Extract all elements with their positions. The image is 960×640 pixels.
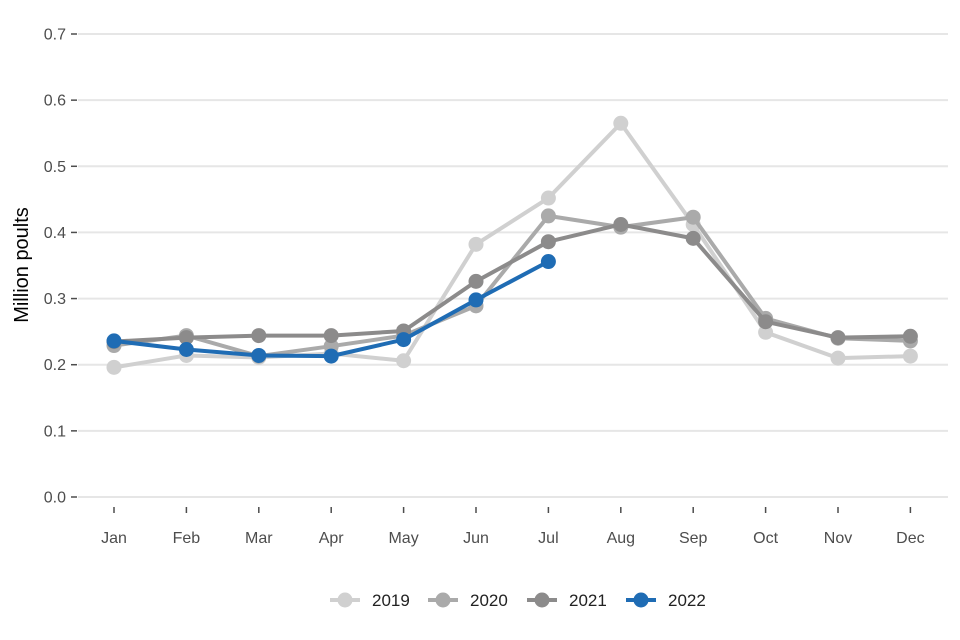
legend-label: 2020 <box>470 591 508 610</box>
data-point <box>323 348 339 364</box>
x-tick-label: Aug <box>607 530 635 547</box>
x-tick-label: Jan <box>101 530 127 547</box>
y-tick-label: 0.1 <box>44 423 66 440</box>
legend-swatch-marker <box>633 592 649 608</box>
x-tick-label: Sep <box>679 530 708 547</box>
series <box>106 115 918 375</box>
y-tick-label: 0.7 <box>44 27 66 44</box>
legend-swatch-marker <box>435 592 451 608</box>
x-tick-label: Jun <box>463 530 489 547</box>
x-tick-label: Oct <box>753 530 778 547</box>
series-line <box>112 222 913 344</box>
legend-item-2021: 2021 <box>527 591 607 610</box>
legend-item-2020: 2020 <box>428 591 508 610</box>
data-point <box>540 190 556 206</box>
data-point <box>468 292 484 308</box>
data-point <box>540 208 556 224</box>
data-point <box>540 234 556 250</box>
gridlines <box>78 33 948 498</box>
x-tick-label: Feb <box>173 530 201 547</box>
data-point <box>178 330 194 346</box>
x-tick-label: May <box>388 530 418 547</box>
legend-swatch-marker <box>534 592 550 608</box>
x-tick-label: Mar <box>245 530 273 547</box>
data-point <box>251 347 267 363</box>
data-point <box>830 330 846 346</box>
data-point <box>468 236 484 252</box>
legend-item-2022: 2022 <box>626 591 706 610</box>
legend-label: 2019 <box>372 591 410 610</box>
y-axis-title: Million poults <box>11 207 33 323</box>
legend-swatch-marker <box>337 592 353 608</box>
data-point <box>613 216 629 232</box>
data-point <box>106 359 122 375</box>
data-point <box>685 230 701 246</box>
x-tick-label: Nov <box>824 530 852 547</box>
data-point <box>758 314 774 330</box>
legend-item-2019: 2019 <box>330 591 410 610</box>
data-point <box>251 328 267 344</box>
series-line <box>112 121 913 370</box>
data-point <box>323 328 339 344</box>
x-tick-label: Apr <box>319 530 345 547</box>
data-point <box>685 209 701 225</box>
data-point <box>396 353 412 369</box>
series-2022 <box>106 254 556 364</box>
series-2021 <box>106 216 918 350</box>
y-tick-label: 0.3 <box>44 291 66 308</box>
data-point <box>758 324 774 340</box>
data-point <box>396 332 412 348</box>
data-point <box>178 342 194 358</box>
y-tick-label: 0.6 <box>44 93 66 110</box>
y-tick-label: 0.4 <box>44 225 66 242</box>
y-tick-label: 0.2 <box>44 357 66 374</box>
legend-label: 2022 <box>668 591 706 610</box>
y-tick-label: 0.0 <box>44 490 66 507</box>
data-point <box>106 333 122 349</box>
data-point <box>902 328 918 344</box>
axes: 0.0 0.1 0.2 0.3 0.4 0.5 0.6 0.7 Jan Feb Mar Apr May J… <box>11 27 925 548</box>
y-tick-label: 0.5 <box>44 159 66 176</box>
data-point <box>468 273 484 289</box>
x-tick-label: Jul <box>538 530 558 547</box>
data-point <box>540 254 556 270</box>
data-point <box>613 115 629 131</box>
legend: 2019 2020 2021 2022 <box>330 591 706 610</box>
legend-label: 2021 <box>569 591 607 610</box>
data-point <box>830 350 846 366</box>
data-point <box>902 348 918 364</box>
x-tick-label: Dec <box>896 530 924 547</box>
